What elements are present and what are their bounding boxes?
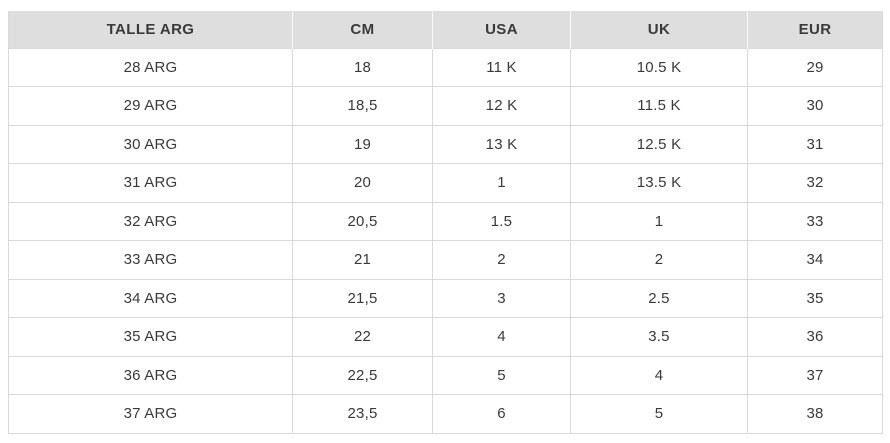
- table-cell: 34: [747, 240, 883, 279]
- table-cell: 36 ARG: [8, 355, 293, 395]
- table-cell: 37 ARG: [8, 394, 293, 433]
- table-row: 32 ARG 20,5 1.5 1 33: [8, 201, 883, 241]
- table-cell: 32 ARG: [8, 201, 293, 241]
- table-cell: 30: [747, 86, 883, 125]
- table-row: 30 ARG 19 13 K 12.5 K 31: [8, 124, 883, 164]
- table-cell: 2.5: [570, 278, 748, 318]
- table-cell: 3.5: [570, 317, 748, 356]
- table-row: 31 ARG 20 1 13.5 K 32: [8, 163, 883, 202]
- table-cell: 35: [747, 278, 883, 318]
- table-cell: 29 ARG: [8, 86, 293, 125]
- table-header: TALLE ARG CM USA UK EUR: [8, 11, 883, 48]
- table-row: 37 ARG 23,5 6 5 38: [8, 394, 883, 433]
- table-cell: 33: [747, 201, 883, 241]
- table-cell: 22: [292, 317, 433, 356]
- table-row: 29 ARG 18,5 12 K 11.5 K 30: [8, 86, 883, 125]
- table-cell: 2: [432, 240, 571, 279]
- table-cell: 1: [432, 163, 571, 202]
- table-cell: 22,5: [292, 355, 433, 395]
- table-cell: 1: [570, 201, 748, 241]
- table-cell: 21,5: [292, 278, 433, 318]
- table-cell: 13.5 K: [570, 163, 748, 202]
- table-cell: 38: [747, 394, 883, 433]
- table-cell: 10.5 K: [570, 47, 748, 87]
- header-cell-uk: UK: [570, 11, 748, 48]
- table-cell: 11 K: [432, 47, 571, 87]
- header-cell-talle-arg: TALLE ARG: [8, 11, 293, 48]
- table-body: 28 ARG 18 11 K 10.5 K 29 29 ARG 18,5 12 K 11.5 K…: [8, 47, 883, 433]
- table-row: 28 ARG 18 11 K 10.5 K 29: [8, 47, 883, 87]
- size-conversion-table: TALLE ARG CM USA UK EUR 28 ARG 18 11 K 10.5 K 29…: [8, 11, 883, 434]
- table-cell: 23,5: [292, 394, 433, 433]
- table-cell: 34 ARG: [8, 278, 293, 318]
- table-cell: 4: [570, 355, 748, 395]
- table-cell: 5: [432, 355, 571, 395]
- table-cell: 13 K: [432, 124, 571, 164]
- table-cell: 6: [432, 394, 571, 433]
- table-cell: 31: [747, 124, 883, 164]
- table-cell: 20,5: [292, 201, 433, 241]
- table-cell: 12.5 K: [570, 124, 748, 164]
- header-cell-usa: USA: [432, 11, 571, 48]
- size-chart-section: TALLE ARG CM USA UK EUR 28 ARG 18 11 K 10.5 K 29…: [8, 11, 883, 434]
- table-cell: 12 K: [432, 86, 571, 125]
- table-cell: 32: [747, 163, 883, 202]
- table-row: 33 ARG 21 2 2 34: [8, 240, 883, 279]
- table-cell: 35 ARG: [8, 317, 293, 356]
- table-cell: 18,5: [292, 86, 433, 125]
- table-cell: 29: [747, 47, 883, 87]
- table-cell: 33 ARG: [8, 240, 293, 279]
- table-cell: 3: [432, 278, 571, 318]
- table-cell: 5: [570, 394, 748, 433]
- table-cell: 19: [292, 124, 433, 164]
- table-cell: 36: [747, 317, 883, 356]
- table-cell: 1.5: [432, 201, 571, 241]
- table-cell: 20: [292, 163, 433, 202]
- table-cell: 4: [432, 317, 571, 356]
- table-cell: 18: [292, 47, 433, 87]
- table-cell: 21: [292, 240, 433, 279]
- table-cell: 28 ARG: [8, 47, 293, 87]
- table-cell: 2: [570, 240, 748, 279]
- table-cell: 31 ARG: [8, 163, 293, 202]
- table-row: 36 ARG 22,5 5 4 37: [8, 355, 883, 395]
- table-cell: 37: [747, 355, 883, 395]
- header-cell-cm: CM: [292, 11, 433, 48]
- header-cell-eur: EUR: [747, 11, 883, 48]
- table-row: 35 ARG 22 4 3.5 36: [8, 317, 883, 356]
- table-header-row: TALLE ARG CM USA UK EUR: [8, 11, 883, 48]
- table-cell: 11.5 K: [570, 86, 748, 125]
- table-cell: 30 ARG: [8, 124, 293, 164]
- table-row: 34 ARG 21,5 3 2.5 35: [8, 278, 883, 318]
